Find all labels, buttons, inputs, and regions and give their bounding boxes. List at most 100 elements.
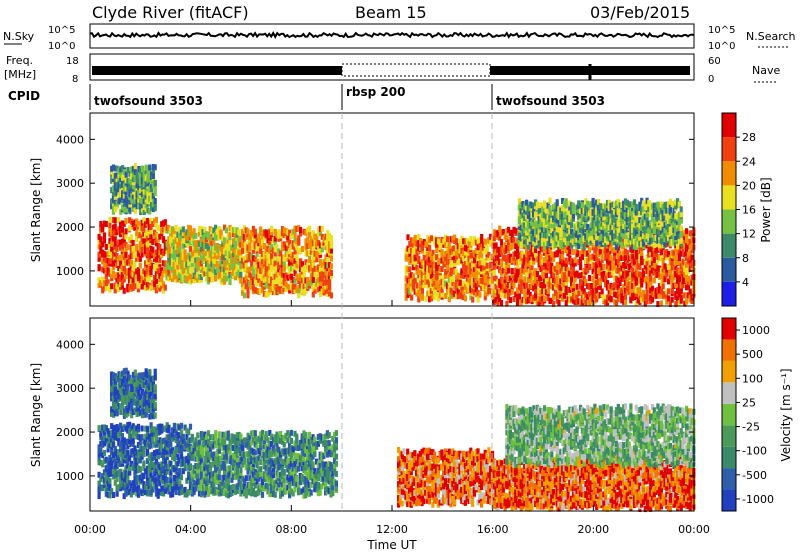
echo-cell: [641, 205, 646, 212]
echo-cell: [413, 288, 417, 295]
echo-cell: [156, 268, 160, 275]
echo-cell: [667, 239, 671, 246]
echo-cell: [104, 243, 108, 250]
echo-cell: [145, 229, 149, 236]
echo-cell: [638, 281, 642, 288]
echo-cell: [280, 259, 285, 266]
echo-cell: [537, 300, 541, 307]
echo-cell: [119, 196, 123, 203]
echo-cell: [496, 293, 500, 300]
echo-cell: [115, 172, 119, 179]
echo-cell: [199, 231, 203, 238]
echo-cell: [223, 248, 227, 255]
echo-cell: [480, 251, 484, 258]
echo-cell: [110, 283, 114, 290]
echo-cell: [148, 172, 152, 179]
echo-cell: [548, 255, 552, 262]
echo-cell: [640, 230, 644, 237]
echo-cell: [543, 220, 547, 227]
echo-cell: [492, 229, 496, 236]
colorbar-swatch: [722, 233, 736, 258]
echo-cell: [239, 249, 243, 256]
echo-cell: [555, 262, 559, 268]
echo-cell: [476, 259, 480, 265]
echo-cell: [685, 284, 689, 291]
echo-cell: [557, 220, 561, 227]
echo-cell: [654, 206, 658, 212]
echo-cell: [97, 233, 101, 240]
echo-cell: [151, 246, 155, 253]
echo-cell: [672, 253, 676, 260]
echo-cell: [672, 283, 676, 289]
echo-cell: [620, 241, 624, 248]
echo-cell: [539, 216, 543, 223]
echo-cell: [487, 255, 491, 261]
echo-cell: [228, 264, 232, 271]
echo-cell: [264, 275, 268, 282]
echo-cell: [647, 283, 651, 290]
echo-cell: [541, 216, 545, 222]
echo-cell: [494, 283, 498, 290]
echo-cell: [120, 425, 124, 432]
echo-cell: [410, 241, 414, 247]
echo-cell: [595, 255, 599, 262]
echo-cell: [481, 284, 486, 291]
echo-cell: [297, 292, 301, 299]
echo-cell: [440, 257, 444, 264]
echo-cell: [596, 258, 601, 265]
echo-cell: [591, 237, 595, 244]
echo-cell: [230, 255, 234, 262]
echo-cell: [650, 237, 655, 244]
echo-cell: [559, 288, 563, 295]
echo-cell: [410, 294, 414, 301]
echo-cell: [478, 242, 482, 249]
echo-cell: [148, 164, 152, 171]
echo-cell: [120, 460, 124, 467]
echo-cell: [156, 284, 160, 291]
colorbar-swatch: [722, 161, 736, 186]
echo-cell: [674, 203, 678, 210]
echo-cell: [413, 277, 417, 284]
echo-cell: [433, 279, 437, 286]
echo-cell: [641, 240, 646, 247]
echo-cell: [279, 280, 283, 287]
echo-cell: [553, 265, 557, 272]
echo-cell: [176, 269, 180, 276]
echo-cell: [528, 215, 532, 222]
echo-cell: [645, 286, 649, 293]
echo-cell: [444, 234, 448, 241]
echo-cell: [128, 205, 132, 212]
echo-cell: [223, 275, 227, 282]
echo-cell: [154, 231, 158, 238]
echo-cell: [607, 235, 611, 242]
echo-cell: [308, 240, 312, 247]
echo-cell: [111, 247, 116, 254]
echo-cell: [516, 294, 520, 301]
echo-cell: [313, 233, 317, 240]
echo-cell: [188, 231, 193, 238]
echo-cell: [517, 218, 521, 225]
echo-cell: [465, 259, 469, 266]
echo-cell: [532, 207, 536, 214]
echo-cell: [317, 226, 321, 233]
echo-cell: [474, 251, 478, 257]
echo-cell: [571, 286, 575, 292]
echo-cell: [519, 250, 523, 257]
echo-cell: [674, 270, 678, 277]
echo-cell: [622, 254, 626, 261]
echo-cell: [270, 229, 274, 236]
echo-cell: [492, 246, 496, 253]
echo-cell: [136, 267, 141, 274]
echo-cell: [568, 276, 572, 283]
echo-cell: [681, 282, 685, 289]
echo-cell: [614, 300, 619, 307]
echo-cell: [623, 227, 628, 234]
echo-cell: [647, 251, 651, 258]
echo-cell: [153, 281, 157, 288]
echo-cell: [665, 292, 669, 299]
echo-cell: [165, 264, 169, 271]
echo-cell: [187, 275, 191, 282]
echo-cell: [122, 220, 126, 227]
echo-cell: [618, 202, 622, 209]
